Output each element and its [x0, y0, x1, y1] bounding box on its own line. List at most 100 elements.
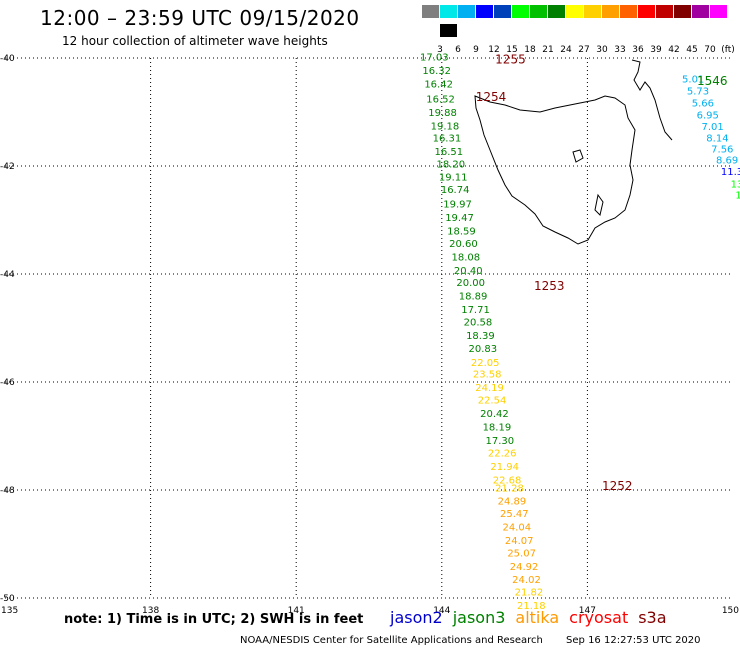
pass-labels: 1255 1254 1253 1252 1546: [476, 52, 728, 493]
units-note: note: 1) Time is in UTC; 2) SWH is in fe…: [64, 612, 364, 627]
pass-label: 1252: [602, 479, 633, 493]
swh-value: 24.07: [505, 536, 534, 547]
scale-label: 21: [542, 45, 554, 55]
swh-value: 16.51: [435, 147, 464, 158]
credit-text: NOAA/NESDIS Center for Satellite Applica…: [240, 635, 543, 646]
swh-value: 22.54: [478, 396, 507, 407]
scale-label: (ft): [721, 45, 735, 55]
swh-value: 25.07: [507, 548, 536, 559]
scale-swatch: [620, 5, 638, 18]
scale-swatch: [494, 5, 512, 18]
swh-value: 6.95: [697, 110, 719, 121]
swh-value: 16.31: [433, 134, 462, 145]
pass-label: 1255: [495, 52, 526, 66]
scale-swatch: [710, 5, 728, 18]
swh-value: 21.82: [515, 587, 544, 598]
swh-value: 5.01: [682, 74, 704, 85]
x-tick-label: 141: [288, 606, 305, 616]
swh-value: 19.47: [445, 213, 474, 224]
swh-value: 11.31: [721, 167, 740, 178]
swh-value: 20.00: [456, 278, 485, 289]
swh-value: 19.11: [439, 173, 468, 184]
maria-island: [572, 149, 584, 163]
satellite-legend-altika: altika: [515, 608, 560, 627]
swh-value: 18.08: [452, 253, 481, 264]
swh-value: 19.97: [443, 200, 472, 211]
timestamp: Sep 16 12:27:53 UTC 2020: [566, 635, 701, 646]
swh-value: 25.47: [500, 509, 529, 520]
scale-swatch: [602, 5, 620, 18]
swh-value: 24.04: [502, 523, 531, 534]
scale-swatch: [458, 5, 476, 18]
scale-label: 42: [668, 45, 680, 55]
scale-label: 9: [473, 45, 479, 55]
swh-value: 22.26: [488, 449, 517, 460]
scale-swatch: [422, 24, 440, 37]
swh-value: 20.83: [468, 344, 497, 355]
scale-swatch: [566, 5, 584, 18]
swh-value: 21.94: [490, 462, 519, 473]
swh-value: 18.20: [436, 160, 465, 171]
swh-value: 18.19: [483, 423, 512, 434]
swh-value: 21.18: [517, 601, 546, 612]
scale-label: 6: [455, 45, 461, 55]
ne-coast-fragment: [631, 59, 673, 141]
swh-value: 24.19: [475, 383, 504, 394]
swh-value: 7.56: [711, 145, 733, 156]
scale-swatch: [638, 5, 656, 18]
swh-value: 13.07: [731, 180, 740, 191]
scale-swatch: [530, 5, 548, 18]
swh-value: 17.03: [420, 53, 449, 64]
satellite-legend: jason2 jason3 altika cryosat s3a: [390, 608, 677, 627]
swh-value: 20.42: [480, 409, 509, 420]
scale-label: 27: [578, 45, 590, 55]
swh-value: 22.68: [493, 476, 522, 487]
scale-swatch: [674, 5, 692, 18]
swh-value: 22.05: [471, 358, 500, 369]
scale-label: 70: [704, 45, 716, 55]
scale-swatch: [422, 5, 440, 18]
swh-value: 24.02: [512, 575, 541, 586]
swh-value: 18.89: [459, 291, 488, 302]
x-tick-label: 138: [142, 606, 159, 616]
scale-label: 39: [650, 45, 662, 55]
scale-swatch: [692, 5, 710, 18]
y-tick-label: -48: [0, 486, 15, 496]
swh-value: 18.39: [466, 331, 495, 342]
lat-lon-grid: [5, 57, 733, 599]
bruny-island: [594, 193, 604, 216]
scale-label: 30: [596, 45, 608, 55]
swh-value: 19.88: [428, 108, 457, 119]
scale-swatch: [512, 5, 530, 18]
swh-value: 24.89: [498, 497, 527, 508]
scale-label: 3: [437, 45, 443, 55]
satellite-legend-cryosat: cryosat: [569, 608, 629, 627]
swh-value: 5.66: [692, 99, 714, 110]
scale-swatch: [656, 5, 674, 18]
swh-value: 8.14: [706, 134, 728, 145]
scale-label: 18: [524, 45, 536, 55]
scale-swatch: [584, 5, 602, 18]
swh-value: 23.58: [473, 370, 502, 381]
y-tick-label: -50: [0, 594, 15, 604]
swh-value: 16.42: [424, 80, 453, 91]
chart-subtitle: 12 hour collection of altimeter wave hei…: [62, 34, 328, 48]
scale-label: 12: [488, 45, 500, 55]
swh-value: 20.58: [464, 317, 493, 328]
swh-value: 16.32: [422, 66, 451, 77]
satellite-legend-s3a: s3a: [638, 608, 667, 627]
x-tick-label: 150: [722, 606, 739, 616]
swh-value: 21.28: [495, 484, 524, 495]
scale-label: 33: [614, 45, 626, 55]
x-tick-label: 144: [433, 606, 450, 616]
axis-tick-labels: 135 138 141 144 147 150 -40 -42 -44 -46 -48 -50: [0, 54, 739, 616]
x-tick-label: 147: [579, 606, 596, 616]
scale-label: 24: [560, 45, 572, 55]
swh-value: 17.30: [485, 436, 514, 447]
color-scale-legend: 3 6 9 12 15 18 21 24 27 30 33 36 39 42 45 70 (ft): [422, 5, 740, 59]
satellite-legend-jason2: jason2: [390, 608, 443, 627]
swh-value: 16.74: [441, 185, 470, 196]
scale-swatch: [476, 5, 494, 18]
y-tick-label: -40: [0, 54, 15, 64]
